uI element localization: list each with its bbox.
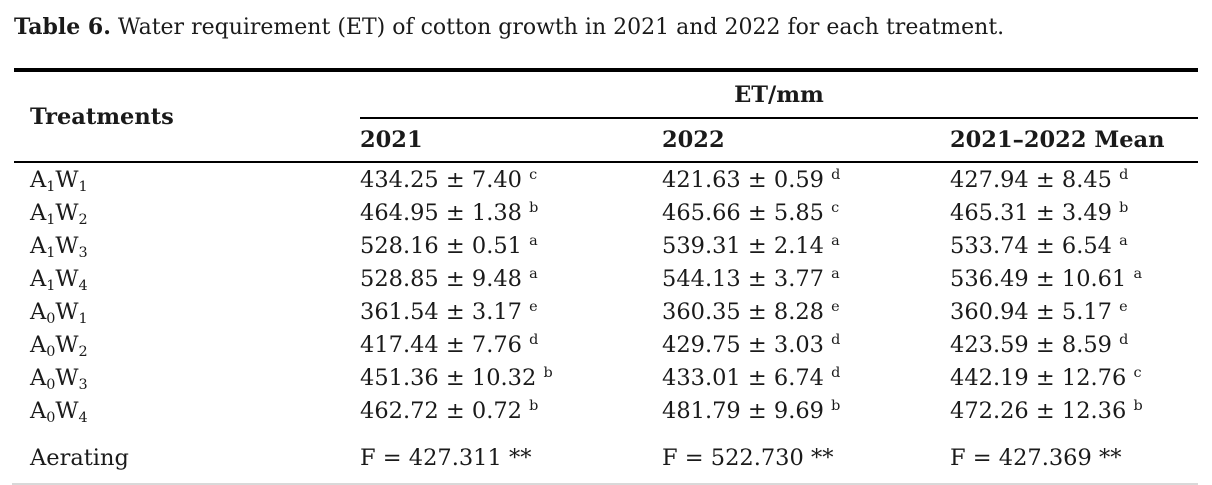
significance-letter: c bbox=[831, 199, 840, 216]
treatment-subscript: 3 bbox=[78, 376, 88, 393]
treatment-cell: A0W3 bbox=[30, 364, 88, 393]
treatment-subscript: 0 bbox=[46, 409, 56, 426]
treatment-cell: A1W1 bbox=[30, 166, 88, 195]
value-cell: 427.94 ± 8.45 d bbox=[950, 166, 1129, 193]
significance-letter: a bbox=[529, 265, 538, 282]
value-cell: 360.94 ± 5.17 e bbox=[950, 298, 1128, 325]
value-cell: 451.36 ± 10.32 b bbox=[360, 364, 553, 391]
treatment-cell: A0W2 bbox=[30, 331, 88, 360]
value-cell: 429.75 ± 3.03 d bbox=[662, 331, 841, 358]
header-row-years: 2021 2022 2021–2022 Mean bbox=[14, 118, 1199, 163]
value-cell: 434.25 ± 7.40 c bbox=[360, 166, 538, 193]
treatment-subscript: 2 bbox=[78, 211, 88, 228]
value-cell: 533.74 ± 6.54 a bbox=[950, 232, 1128, 259]
treatment-cell: A0W1 bbox=[30, 298, 88, 327]
significance-letter: d bbox=[831, 364, 841, 381]
significance-letter: b bbox=[831, 397, 841, 414]
value-cell: 481.79 ± 9.69 b bbox=[662, 397, 841, 424]
significance-letter: d bbox=[529, 331, 539, 348]
table-row: A1W4 528.85 ± 9.48 a 544.13 ± 3.77 a 536.49… bbox=[14, 262, 1198, 295]
column-header-year: 2021–2022 Mean bbox=[950, 118, 1199, 163]
treatment-cell: A1W3 bbox=[30, 232, 88, 261]
significance-letter: a bbox=[831, 232, 840, 249]
table-row: Aerating F = 427.311 ** F = 522.730 ** F = … bbox=[14, 427, 1198, 479]
value-cell: 465.66 ± 5.85 c bbox=[662, 199, 840, 226]
value-cell: 544.13 ± 3.77 a bbox=[662, 265, 840, 292]
treatment-subscript: 1 bbox=[46, 244, 56, 261]
value-cell: 528.16 ± 0.51 a bbox=[360, 232, 538, 259]
treatment-subscript: 4 bbox=[78, 277, 88, 294]
significance-letter: a bbox=[1119, 232, 1128, 249]
significance-letter: d bbox=[1119, 166, 1129, 183]
treatment-cell: Aerating bbox=[30, 445, 129, 471]
column-header-year: 2021 bbox=[360, 118, 662, 163]
value-cell: 361.54 ± 3.17 e bbox=[360, 298, 538, 325]
value-cell: 528.85 ± 9.48 a bbox=[360, 265, 538, 292]
treatment-cell: A1W2 bbox=[30, 199, 88, 228]
table-row: A0W3 451.36 ± 10.32 b 433.01 ± 6.74 d 442.1… bbox=[14, 361, 1198, 394]
treatment-subscript: 1 bbox=[46, 178, 56, 195]
treatment-subscript: 0 bbox=[46, 310, 56, 327]
value-cell: 360.35 ± 8.28 e bbox=[662, 298, 840, 325]
value-cell: 465.31 ± 3.49 b bbox=[950, 199, 1129, 226]
column-header-year: 2022 bbox=[662, 118, 950, 163]
treatment-subscript: 1 bbox=[46, 277, 56, 294]
value-cell: 423.59 ± 8.59 d bbox=[950, 331, 1129, 358]
table-caption: Table 6. Water requirement (ET) of cotto… bbox=[14, 12, 1198, 43]
significance-letter: d bbox=[831, 166, 841, 183]
value-cell: 539.31 ± 2.14 a bbox=[662, 232, 840, 259]
table-row: A0W1 361.54 ± 3.17 e 360.35 ± 8.28 e 360.94… bbox=[14, 295, 1198, 328]
header-row-group: Treatments ET/mm bbox=[14, 70, 1199, 163]
significance-letter: c bbox=[1133, 364, 1142, 381]
table-bottom-rule bbox=[12, 483, 1198, 485]
value-cell: 442.19 ± 12.76 c bbox=[950, 364, 1142, 391]
table-row: A1W2 464.95 ± 1.38 b 465.66 ± 5.85 c 465.31… bbox=[14, 196, 1198, 229]
treatment-subscript: 2 bbox=[78, 343, 88, 360]
table-caption-text: Water requirement (ET) of cotton growth … bbox=[110, 15, 1005, 40]
significance-letter: a bbox=[529, 232, 538, 249]
table-row: A1W1 434.25 ± 7.40 c 421.63 ± 0.59 d 427.94… bbox=[14, 162, 1198, 196]
significance-letter: b bbox=[1133, 397, 1143, 414]
value-cell: 433.01 ± 6.74 d bbox=[662, 364, 841, 391]
significance-letter: e bbox=[1119, 298, 1128, 315]
column-group-header-et-mm: ET/mm bbox=[360, 70, 1199, 119]
treatment-subscript: 3 bbox=[78, 244, 88, 261]
value-cell: F = 427.369 ** bbox=[950, 445, 1122, 471]
value-cell: 462.72 ± 0.72 b bbox=[360, 397, 539, 424]
treatment-cell: A1W4 bbox=[30, 265, 88, 294]
significance-letter: b bbox=[543, 364, 553, 381]
treatment-cell: A0W4 bbox=[30, 397, 88, 426]
significance-letter: b bbox=[529, 199, 539, 216]
treatment-subscript: 1 bbox=[46, 211, 56, 228]
value-cell: 417.44 ± 7.76 d bbox=[360, 331, 539, 358]
value-cell: 421.63 ± 0.59 d bbox=[662, 166, 841, 193]
significance-letter: e bbox=[831, 298, 840, 315]
significance-letter: c bbox=[529, 166, 538, 183]
significance-letter: d bbox=[831, 331, 841, 348]
column-header-treatments: Treatments bbox=[14, 70, 360, 163]
table-row: A0W4 462.72 ± 0.72 b 481.79 ± 9.69 b 472.26… bbox=[14, 394, 1198, 427]
treatment-subscript: 0 bbox=[46, 376, 56, 393]
table-row: A1W3 528.16 ± 0.51 a 539.31 ± 2.14 a 533.74… bbox=[14, 229, 1198, 262]
significance-letter: d bbox=[1119, 331, 1129, 348]
value-cell: F = 427.311 ** bbox=[360, 445, 532, 471]
significance-letter: b bbox=[1119, 199, 1129, 216]
value-cell: F = 522.730 ** bbox=[662, 445, 834, 471]
table-caption-label: Table 6. bbox=[14, 14, 111, 40]
treatment-subscript: 1 bbox=[78, 178, 88, 195]
treatment-subscript: 1 bbox=[78, 310, 88, 327]
significance-letter: b bbox=[529, 397, 539, 414]
value-cell: 472.26 ± 12.36 b bbox=[950, 397, 1143, 424]
value-cell: 464.95 ± 1.38 b bbox=[360, 199, 539, 226]
significance-letter: e bbox=[529, 298, 538, 315]
value-cell: 536.49 ± 10.61 a bbox=[950, 265, 1143, 292]
table-row: A0W2 417.44 ± 7.76 d 429.75 ± 3.03 d 423.59… bbox=[14, 328, 1198, 361]
significance-letter: a bbox=[1133, 265, 1143, 282]
treatment-subscript: 4 bbox=[78, 409, 88, 426]
significance-letter: a bbox=[831, 265, 840, 282]
treatment-subscript: 0 bbox=[46, 343, 56, 360]
water-requirement-table: Treatments ET/mm 2021 2022 2021–2022 Mean … bbox=[14, 68, 1199, 479]
